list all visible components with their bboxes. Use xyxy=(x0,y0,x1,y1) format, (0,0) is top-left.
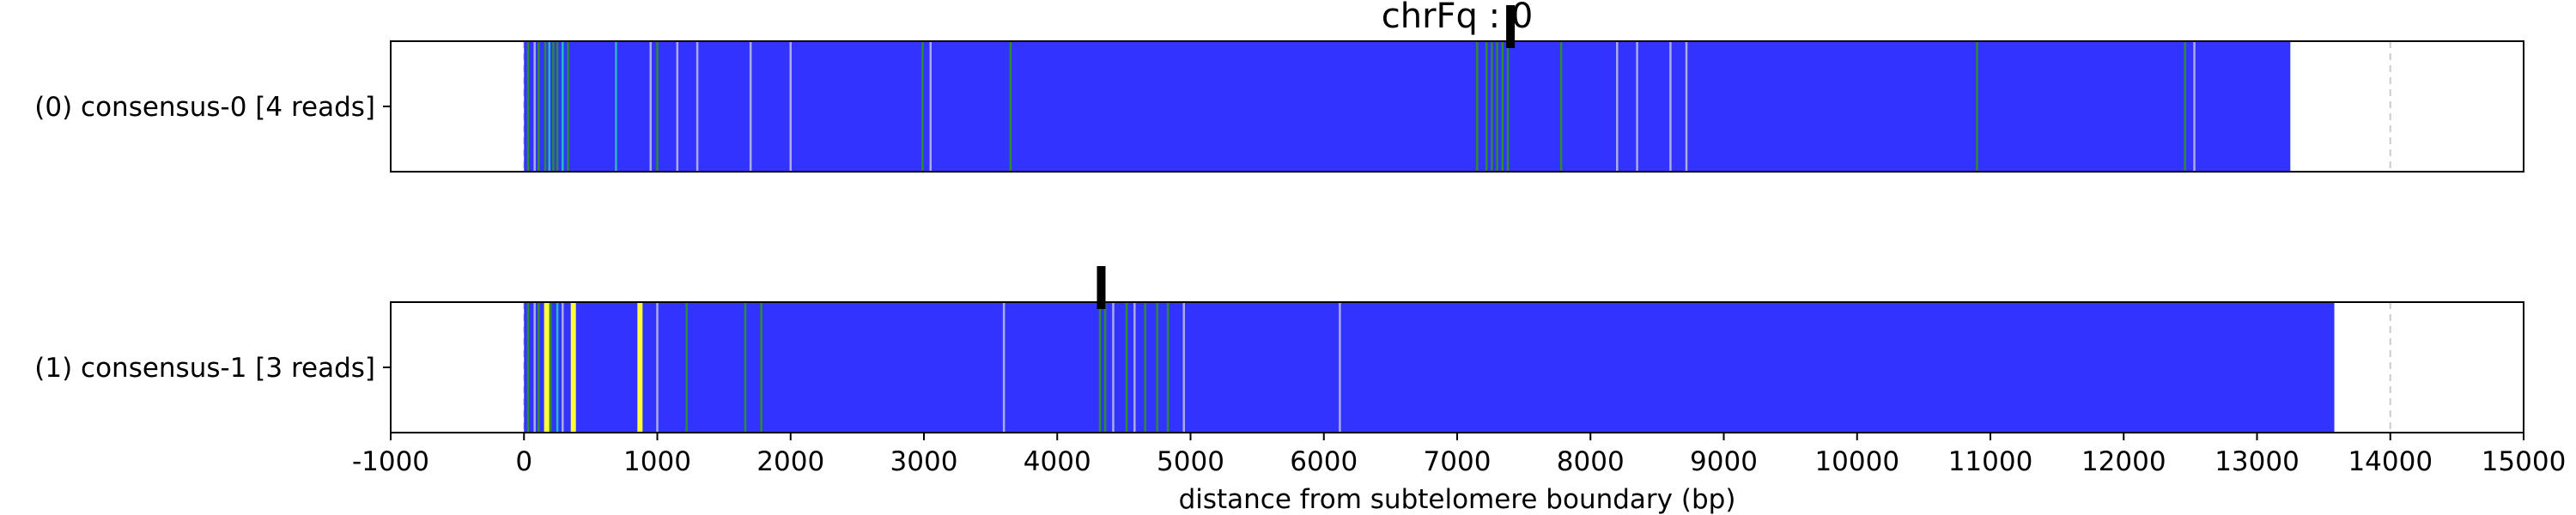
band-0-18 xyxy=(1009,41,1012,172)
x-tick-label-16: 15000 xyxy=(2482,446,2567,477)
band-0-0 xyxy=(526,41,530,172)
x-tick-label-7: 6000 xyxy=(1290,446,1358,477)
band-0-9 xyxy=(615,41,617,172)
x-tick-label-14: 13000 xyxy=(2215,446,2300,477)
band-1-9 xyxy=(656,302,659,433)
x-tick-label-9: 8000 xyxy=(1557,446,1625,477)
x-tick-label-4: 3000 xyxy=(890,446,958,477)
band-0-28 xyxy=(1669,41,1672,172)
x-tick-label-8: 7000 xyxy=(1424,446,1492,477)
x-tick-label-13: 12000 xyxy=(2081,446,2166,477)
band-0-5 xyxy=(552,41,555,172)
band-1-1 xyxy=(533,302,536,433)
band-1-16 xyxy=(1112,302,1115,433)
band-0-27 xyxy=(1636,41,1638,172)
band-0-15 xyxy=(789,41,792,172)
band-0-4 xyxy=(548,41,550,172)
band-0-17 xyxy=(929,41,933,172)
band-1-20 xyxy=(1156,302,1158,433)
band-0-32 xyxy=(2193,41,2196,172)
band-0-11 xyxy=(656,41,659,172)
band-0-24 xyxy=(1506,41,1510,172)
track-consensus-1: (1) consensus-1 [3 reads] xyxy=(34,266,2524,433)
track-label-1: (1) consensus-1 [3 reads] xyxy=(34,353,375,384)
band-1-8 xyxy=(637,302,643,433)
band-1-22 xyxy=(1182,302,1185,433)
band-0-3 xyxy=(544,41,547,172)
band-1-4 xyxy=(550,302,552,433)
band-0-31 xyxy=(2184,41,2186,172)
band-0-14 xyxy=(749,41,752,172)
band-0-20 xyxy=(1485,41,1488,172)
band-0-13 xyxy=(696,41,699,172)
band-1-5 xyxy=(556,302,559,433)
track-label-0: (0) consensus-0 [4 reads] xyxy=(34,92,375,123)
band-0-1 xyxy=(533,41,536,172)
band-0-25 xyxy=(1559,41,1563,172)
band-0-12 xyxy=(676,41,679,172)
x-tick-label-5: 4000 xyxy=(1024,446,1091,477)
band-1-15 xyxy=(1103,302,1107,433)
band-1-0 xyxy=(526,302,530,433)
band-1-2 xyxy=(538,302,540,433)
band-1-18 xyxy=(1133,302,1136,433)
marker-track-0 xyxy=(1506,5,1516,48)
x-tick-label-2: 1000 xyxy=(623,446,691,477)
band-1-13 xyxy=(1002,302,1005,433)
x-tick-label-10: 9000 xyxy=(1690,446,1758,477)
band-1-7 xyxy=(570,302,576,433)
band-1-11 xyxy=(744,302,747,433)
x-axis-title: distance from subtelomere boundary (bp) xyxy=(1179,484,1736,515)
x-axis: -1000 0 1000 2000 3000 4000 5000 6000 7000 8000 90… xyxy=(352,433,2566,477)
band-0-30 xyxy=(1976,41,1978,172)
band-0-2 xyxy=(538,41,540,172)
band-0-29 xyxy=(1685,41,1688,172)
x-tick-label-3: 2000 xyxy=(756,446,824,477)
bar-consensus-1 xyxy=(524,302,2335,433)
band-0-7 xyxy=(562,41,564,172)
band-0-6 xyxy=(556,41,559,172)
band-1-19 xyxy=(1144,302,1146,433)
marker-track-1 xyxy=(1097,266,1106,309)
band-0-19 xyxy=(1476,41,1479,172)
band-0-22 xyxy=(1496,41,1498,172)
band-1-23 xyxy=(1339,302,1341,433)
band-0-16 xyxy=(921,41,924,172)
x-tick-label-6: 5000 xyxy=(1157,446,1224,477)
band-0-8 xyxy=(567,41,569,172)
track-consensus-0: (0) consensus-0 [4 reads] xyxy=(34,5,2524,173)
band-1-10 xyxy=(685,302,688,433)
x-tick-label-15: 14000 xyxy=(2348,446,2433,477)
band-0-23 xyxy=(1501,41,1504,172)
x-tick-label-1: 0 xyxy=(515,446,532,477)
band-1-14 xyxy=(1098,302,1102,433)
band-1-21 xyxy=(1166,302,1170,433)
band-0-21 xyxy=(1491,41,1493,172)
band-0-26 xyxy=(1616,41,1619,172)
bands-track-0 xyxy=(526,41,2196,172)
x-tick-label-11: 10000 xyxy=(1814,446,1899,477)
band-1-6 xyxy=(562,302,564,433)
bar-consensus-0 xyxy=(524,41,2291,172)
bands-track-1 xyxy=(526,302,1341,433)
band-0-10 xyxy=(649,41,652,172)
x-tick-label-0: -1000 xyxy=(352,446,429,477)
band-1-12 xyxy=(760,302,762,433)
band-1-3 xyxy=(544,302,550,433)
band-1-17 xyxy=(1125,302,1128,433)
x-tick-label-12: 11000 xyxy=(1948,446,2033,477)
